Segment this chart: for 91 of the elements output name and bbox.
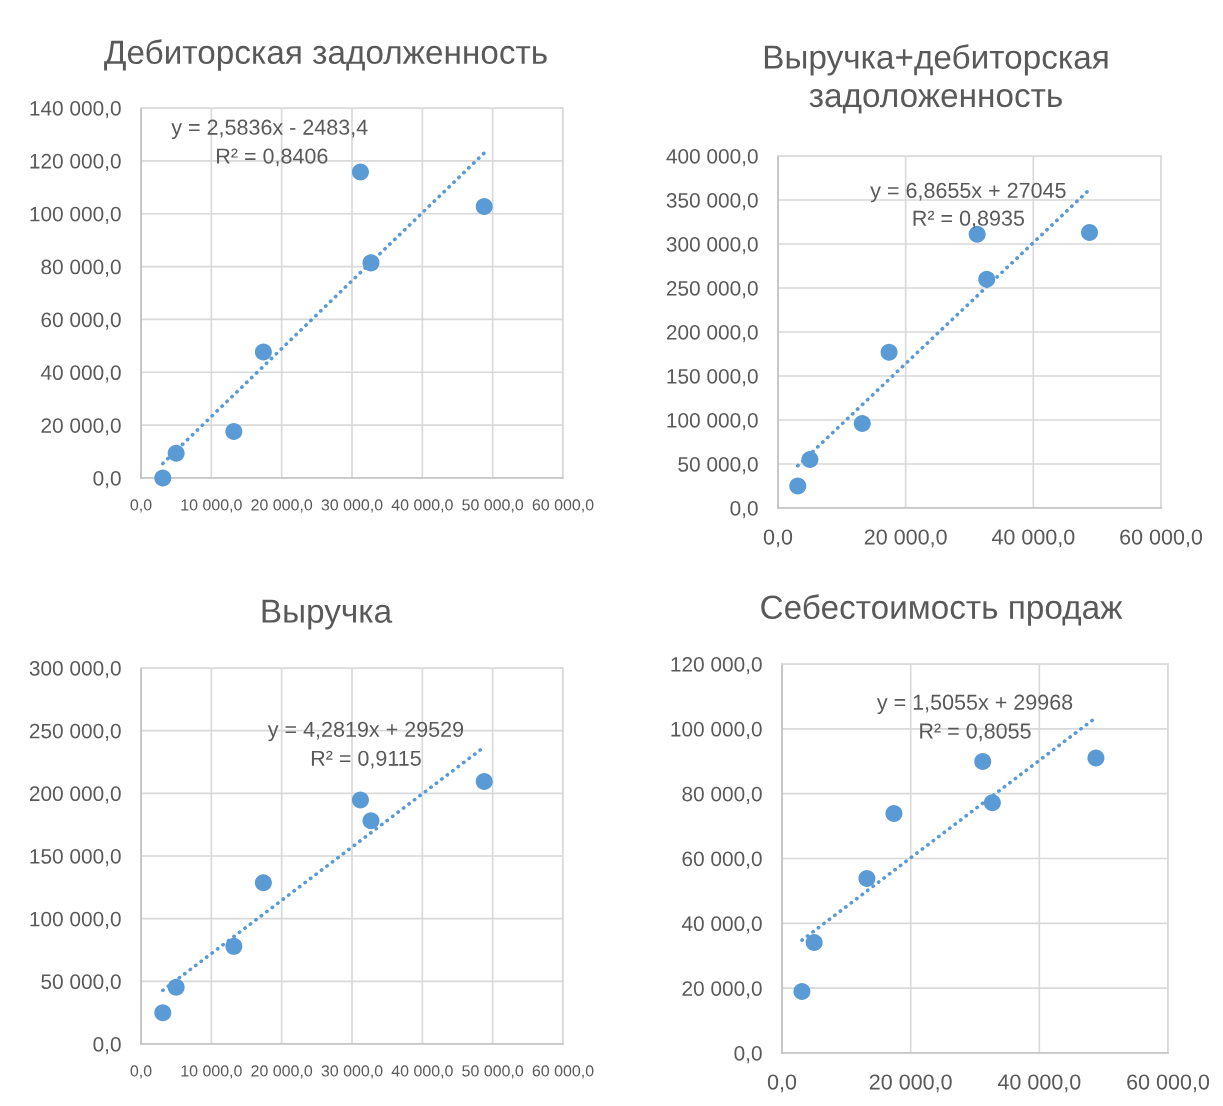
point [793, 982, 811, 1000]
x-tick-label: 10 000,0 [181, 499, 242, 513]
x-tick-label: 0,0 [130, 1065, 152, 1079]
y-tick-label: 100 000,0 [30, 911, 121, 929]
x-tick-label: 20 000,0 [251, 499, 313, 513]
x-tick-label: 20 000,0 [869, 1074, 952, 1093]
point [885, 804, 903, 822]
x-tick-label: 60 000,0 [1127, 1074, 1210, 1093]
y-tick-label: 50 000,0 [678, 457, 758, 475]
chart-title: Выручка+дебиторская задоложенность [764, 44, 1108, 114]
y-tick-label: 80 000,0 [41, 259, 121, 277]
annotation: y = 2,5836x - 2483,4 [171, 119, 368, 140]
y-tick-label: 150 000,0 [667, 369, 758, 387]
y-tick-label: 120 000,0 [30, 153, 121, 172]
x-tick-label: 50 000,0 [462, 1065, 524, 1079]
point [853, 415, 871, 433]
x-tick-label: 40 000,0 [991, 529, 1075, 548]
x-tick-label: 40 000,0 [391, 1065, 453, 1079]
x-tick-label: 60 000,0 [532, 1065, 594, 1079]
point [362, 812, 380, 830]
point [805, 933, 823, 951]
point [978, 270, 996, 288]
y-tick-label: 100 000,0 [667, 413, 758, 431]
y-tick-label: 200 000,0 [29, 786, 121, 804]
point [801, 451, 819, 469]
x-tick-label: 10 000,0 [181, 1065, 242, 1079]
point [475, 773, 493, 791]
y-tick-label: 50 000,0 [41, 974, 121, 992]
y-tick-label: 300 000,0 [29, 661, 121, 679]
x-tick-label: 0,0 [763, 529, 793, 548]
x-tick-label: 40 000,0 [997, 1074, 1081, 1093]
point [254, 874, 272, 892]
y-tick-label: 40 000,0 [40, 365, 121, 383]
x-tick-label: 50 000,0 [462, 499, 524, 513]
y-tick-label: 100 000,0 [30, 206, 121, 224]
annotation: R² = 0,8055 [920, 723, 1031, 742]
chart-title: Себестоимость продаж [761, 594, 1123, 626]
annotation: R² = 0,8406 [217, 148, 328, 167]
x-tick-label: 20 000,0 [251, 1065, 313, 1079]
y-tick-label: 0,0 [734, 1046, 762, 1064]
y-tick-label: 150 000,0 [30, 849, 121, 867]
point [254, 343, 272, 361]
chart-title: Выручка [262, 599, 393, 630]
annotation: y = 1,5055x + 29968 [876, 694, 1073, 715]
y-tick-label: 120 000,0 [671, 657, 762, 675]
x-tick-label: 0,0 [767, 1074, 797, 1093]
x-tick-label: 30 000,0 [321, 499, 383, 513]
y-tick-label: 250 000,0 [29, 723, 121, 741]
y-tick-label: 100 000,0 [671, 721, 762, 740]
x-tick-label: 60 000,0 [1120, 529, 1203, 548]
y-tick-label: 60 000,0 [41, 312, 121, 330]
point [167, 444, 185, 462]
y-tick-label: 140 000,0 [30, 101, 121, 119]
x-tick-label: 30 000,0 [321, 1065, 383, 1079]
y-tick-label: 20 000,0 [41, 418, 121, 436]
annotation: R² = 0,9115 [311, 750, 421, 769]
y-tick-label: 80 000,0 [682, 786, 762, 804]
y-tick-label: 300 000,0 [666, 237, 758, 255]
y-tick-label: 0,0 [93, 471, 121, 489]
annotation: y = 6,8655x + 27045 [870, 182, 1066, 203]
point [1081, 224, 1099, 242]
point [351, 163, 369, 181]
point [880, 343, 898, 361]
y-tick-label: 40 000,0 [681, 916, 762, 934]
point [475, 198, 493, 216]
x-tick-label: 40 000,0 [391, 499, 453, 513]
point [983, 794, 1001, 812]
point [225, 937, 243, 955]
point [1087, 749, 1105, 767]
point [167, 978, 185, 996]
point [789, 477, 807, 495]
y-tick-label: 400 000,0 [666, 149, 758, 167]
x-tick-label: 60 000,0 [532, 499, 594, 513]
chart-title: Дебиторская задолженность [104, 39, 547, 71]
annotation: y = 4,2819x + 29529 [267, 721, 464, 742]
x-tick-label: 20 000,0 [864, 529, 947, 548]
y-tick-label: 200 000,0 [666, 325, 758, 343]
point [362, 254, 380, 272]
annotation: R² = 0,8935 [913, 210, 1024, 229]
point [154, 469, 172, 487]
point [351, 791, 369, 809]
point [225, 422, 243, 440]
y-tick-label: 350 000,0 [666, 193, 758, 211]
y-tick-label: 0,0 [93, 1037, 121, 1055]
x-tick-label: 0,0 [130, 499, 152, 513]
y-tick-label: 250 000,0 [666, 281, 758, 299]
y-tick-label: 20 000,0 [682, 981, 762, 999]
point [974, 753, 992, 771]
point [858, 870, 876, 888]
y-tick-label: 60 000,0 [682, 851, 762, 869]
point [154, 1004, 172, 1022]
